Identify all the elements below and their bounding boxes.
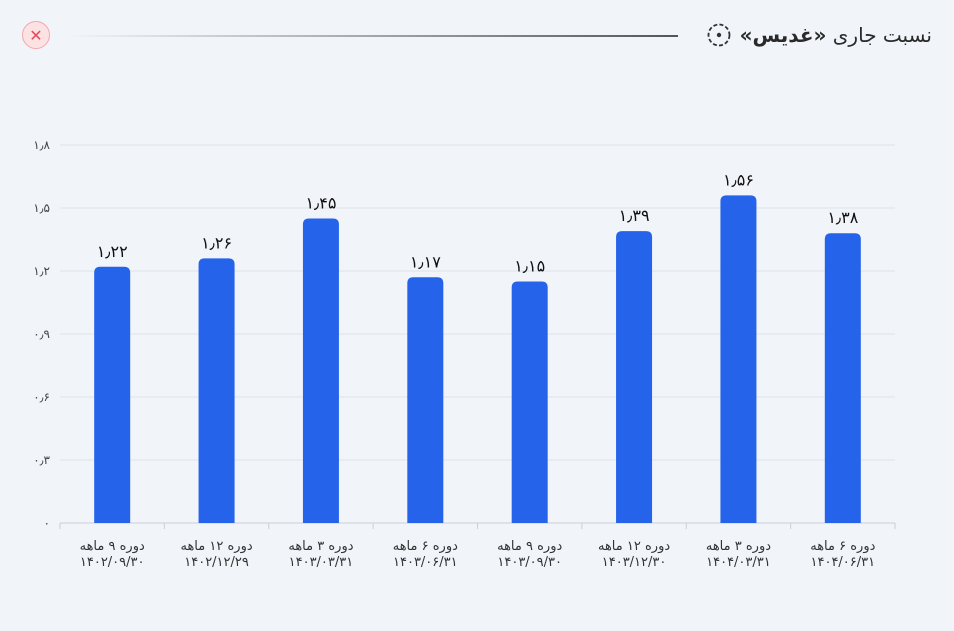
data-label: ۱٫۵۶ — [723, 170, 754, 189]
y-tick-label: ۱٫۸ — [33, 138, 50, 152]
x-tick-label: دوره ۱۲ ماهه — [180, 539, 252, 554]
data-label: ۱٫۴۵ — [305, 194, 336, 213]
data-label: ۱٫۲۶ — [201, 233, 232, 252]
y-tick-label: ۱٫۵ — [33, 201, 50, 215]
x-tick-label: دوره ۳ ماهه — [706, 539, 771, 554]
y-tick-label: ۱٫۲ — [33, 264, 50, 278]
x-tick-label-date: ۱۴۰۴/۰۳/۳۱ — [706, 555, 771, 570]
chart-title-text: نسبت جاری «غدیس» — [740, 23, 932, 47]
y-tick-label: ۰ — [44, 516, 50, 530]
data-label: ۱٫۳۸ — [827, 208, 858, 227]
x-tick-label-date: ۱۴۰۳/۱۲/۳۰ — [602, 555, 667, 570]
chart-title: نسبت جاری «غدیس» — [706, 20, 932, 50]
x-tick-label-date: ۱۴۰۲/۰۹/۳۰ — [80, 555, 145, 570]
x-tick-label: دوره ۱۲ ماهه — [598, 539, 670, 554]
bar — [616, 231, 653, 523]
x-tick-label: دوره ۹ ماهه — [80, 539, 145, 554]
y-tick-label: ۰٫۶ — [33, 390, 50, 404]
x-tick-label: دوره ۶ ماهه — [810, 539, 875, 554]
x-tick-label: دوره ۳ ماهه — [288, 539, 353, 554]
chart-header: نسبت جاری «غدیس» ✕ — [0, 0, 954, 70]
close-button[interactable]: ✕ — [22, 21, 50, 49]
y-tick-label: ۰٫۳ — [33, 453, 50, 467]
x-tick-label-date: ۱۴۰۴/۰۶/۳۱ — [811, 555, 876, 570]
data-label: ۱٫۱۷ — [410, 252, 441, 271]
data-label: ۱٫۲۲ — [97, 242, 128, 261]
x-tick-label-date: ۱۴۰۳/۰۳/۳۱ — [289, 555, 354, 570]
x-tick-label: دوره ۶ ماهه — [393, 539, 458, 554]
bar — [407, 277, 444, 523]
bar — [302, 218, 339, 523]
bar — [824, 233, 861, 523]
x-tick-label-date: ۱۴۰۳/۰۶/۳۱ — [393, 555, 458, 570]
data-label: ۱٫۳۹ — [619, 206, 650, 225]
title-prefix: نسبت جاری — [832, 23, 932, 47]
bar — [511, 281, 548, 523]
data-label: ۱٫۱۵ — [514, 257, 545, 276]
bar — [198, 258, 235, 523]
y-tick-label: ۰٫۹ — [33, 327, 50, 341]
title-symbol: «غدیس» — [739, 23, 827, 47]
close-icon: ✕ — [29, 25, 43, 45]
header-divider — [70, 35, 678, 37]
circle-dots-icon — [707, 23, 730, 47]
x-tick-label-date: ۱۴۰۳/۰۹/۳۰ — [497, 555, 562, 570]
x-tick-label-date: ۱۴۰۲/۱۲/۲۹ — [184, 555, 249, 570]
bar — [94, 266, 131, 523]
x-tick-label: دوره ۹ ماهه — [497, 539, 562, 554]
bar — [720, 195, 757, 523]
